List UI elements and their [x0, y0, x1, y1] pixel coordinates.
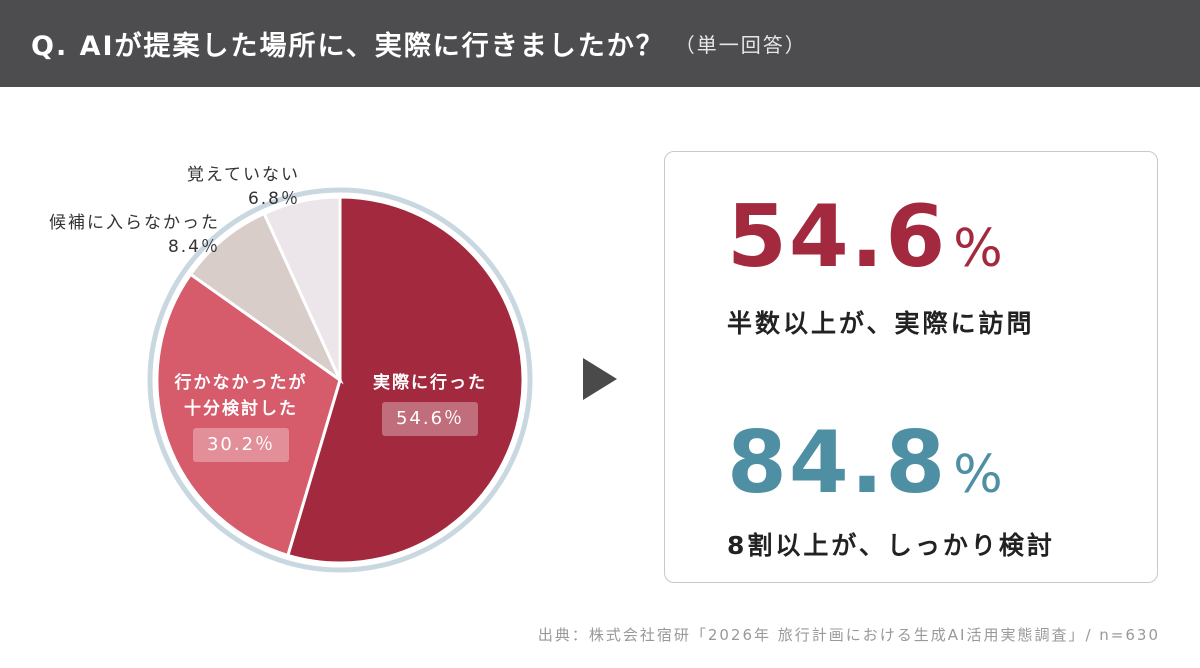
stat1-unit: % [953, 219, 1005, 279]
stat2-caption: 8割以上が、しっかり検討 [727, 531, 1055, 560]
label-considered-pct: 30.2％ [192, 428, 290, 462]
stat1-value: 54.6% [727, 194, 1005, 280]
stat1-caption: 半数以上が、実際に訪問 [727, 309, 1035, 338]
stat2-value: 84.8% [727, 420, 1005, 506]
stat2-number: 84.8 [727, 413, 948, 513]
stat1-number: 54.6 [727, 187, 948, 287]
pie-slice-unremembered [262, 195, 342, 381]
pie-slice-considered [155, 272, 342, 558]
label-unremembered: 覚えていない 6.8％ [187, 163, 300, 211]
question-title: Q. AIが提案した場所に、実際に行きましたか？ [31, 31, 665, 62]
question-subtitle: （単一回答） [674, 33, 807, 57]
label-not-candidate-text: 候補に入らなかった [49, 213, 220, 233]
label-unremembered-pct: 6.8％ [247, 189, 300, 209]
header-bar: Q. AIが提案した場所に、実際に行きましたか？ （単一回答） [0, 0, 1200, 87]
label-not-candidate-pct: 8.4％ [167, 237, 220, 257]
pie-chart [147, 187, 533, 573]
stat2-unit: % [953, 445, 1005, 505]
label-unremembered-text: 覚えていない [186, 165, 300, 185]
label-not-candidate: 候補に入らなかった 8.4％ [49, 211, 220, 259]
pie-slice-not-candidate [188, 211, 344, 385]
label-visited-pct: 54.6％ [381, 402, 479, 436]
label-visited-text: 実際に行った [373, 373, 487, 393]
summary-panel: 54.6% 半数以上が、実際に訪問 84.8% 8割以上が、しっかり検討 [664, 151, 1158, 583]
label-considered: 行かなかったが 十分検討した 30.2％ [161, 370, 321, 462]
pie-outer-ring [147, 187, 533, 573]
source-footer: 出典：株式会社宿研「2026年 旅行計画における生成AI活用実態調査」/ n=6… [537, 626, 1160, 644]
pie-slice-visited [285, 195, 525, 565]
play-arrow-icon [583, 358, 617, 400]
label-considered-line1: 行かなかったが [174, 373, 308, 393]
label-considered-line2: 十分検討した [184, 399, 298, 419]
label-visited: 実際に行った 54.6％ [362, 370, 498, 436]
